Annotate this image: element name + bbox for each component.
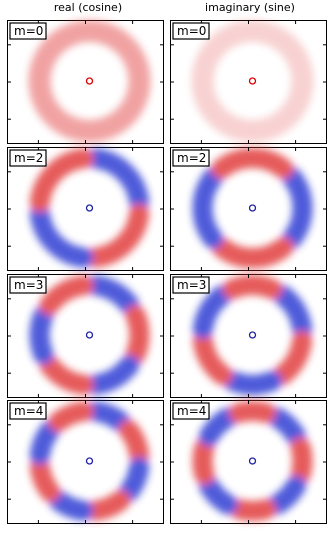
lobe [267, 407, 307, 447]
center-spot [248, 457, 257, 465]
ring [29, 148, 150, 268]
lobe [198, 475, 238, 515]
lobe [29, 456, 61, 502]
center-spot [85, 331, 94, 339]
label-box [172, 276, 210, 294]
panel: m=4 [7, 400, 164, 524]
lobe [192, 330, 233, 385]
panel-label: m=4 [14, 404, 43, 418]
lobe [192, 167, 224, 249]
lobe [85, 203, 150, 268]
lobe [118, 456, 150, 502]
panel-label: m=2 [177, 151, 206, 165]
panel: m=0 [7, 20, 164, 144]
lobe [211, 148, 294, 179]
center-spot [248, 331, 257, 339]
lobe [281, 167, 313, 249]
column-title: real (cosine) [54, 1, 122, 14]
lobe [229, 499, 276, 521]
lobe [39, 275, 94, 315]
label-box [172, 149, 210, 167]
lobe [29, 148, 94, 213]
lobe [290, 437, 313, 485]
ring [192, 401, 313, 521]
lobe [118, 420, 150, 466]
label-box [9, 276, 47, 294]
lobe [85, 490, 131, 521]
label-box [172, 402, 210, 420]
ring [191, 20, 314, 142]
center-spot [85, 204, 94, 212]
panel: m=2 [7, 147, 164, 271]
panel-label: m=0 [177, 24, 206, 38]
lobe [39, 355, 94, 395]
panel-label: m=0 [14, 24, 43, 38]
ring [29, 275, 150, 395]
lobe [211, 237, 294, 268]
panel: m=4 [170, 400, 327, 524]
lobe [192, 285, 233, 340]
label-box [9, 22, 47, 40]
lobe [267, 475, 307, 515]
ring [29, 401, 150, 521]
label-box [172, 22, 210, 40]
center-spot [248, 77, 257, 85]
panel-label: m=4 [177, 404, 206, 418]
lobe [272, 285, 313, 340]
lobe [85, 148, 150, 213]
panel-label: m=2 [14, 151, 43, 165]
lobe [222, 370, 283, 395]
lobe [48, 401, 94, 432]
panel: m=3 [7, 274, 164, 398]
lobe [229, 401, 276, 423]
lobe [85, 355, 140, 395]
panel: m=3 [170, 274, 327, 398]
label-box [9, 402, 47, 420]
panel: m=0 [170, 20, 327, 144]
lobe [222, 275, 283, 300]
lobe [29, 305, 54, 365]
lobe [85, 401, 131, 432]
lobe [48, 490, 94, 521]
lobe [272, 330, 313, 385]
column-title: imaginary (sine) [205, 1, 295, 14]
label-box [9, 149, 47, 167]
panel: m=2 [170, 147, 327, 271]
lobe [29, 420, 61, 466]
center-spot [248, 204, 257, 212]
lobe [125, 305, 150, 365]
lobe [198, 407, 238, 447]
center-spot [85, 457, 94, 465]
panel-label: m=3 [177, 278, 206, 292]
lobe [29, 203, 94, 268]
ring [192, 148, 313, 268]
lobe [192, 437, 215, 485]
center-spot [85, 77, 94, 85]
lobe [85, 275, 140, 315]
ring [192, 275, 313, 395]
ring [28, 20, 151, 142]
panel-label: m=3 [14, 278, 43, 292]
